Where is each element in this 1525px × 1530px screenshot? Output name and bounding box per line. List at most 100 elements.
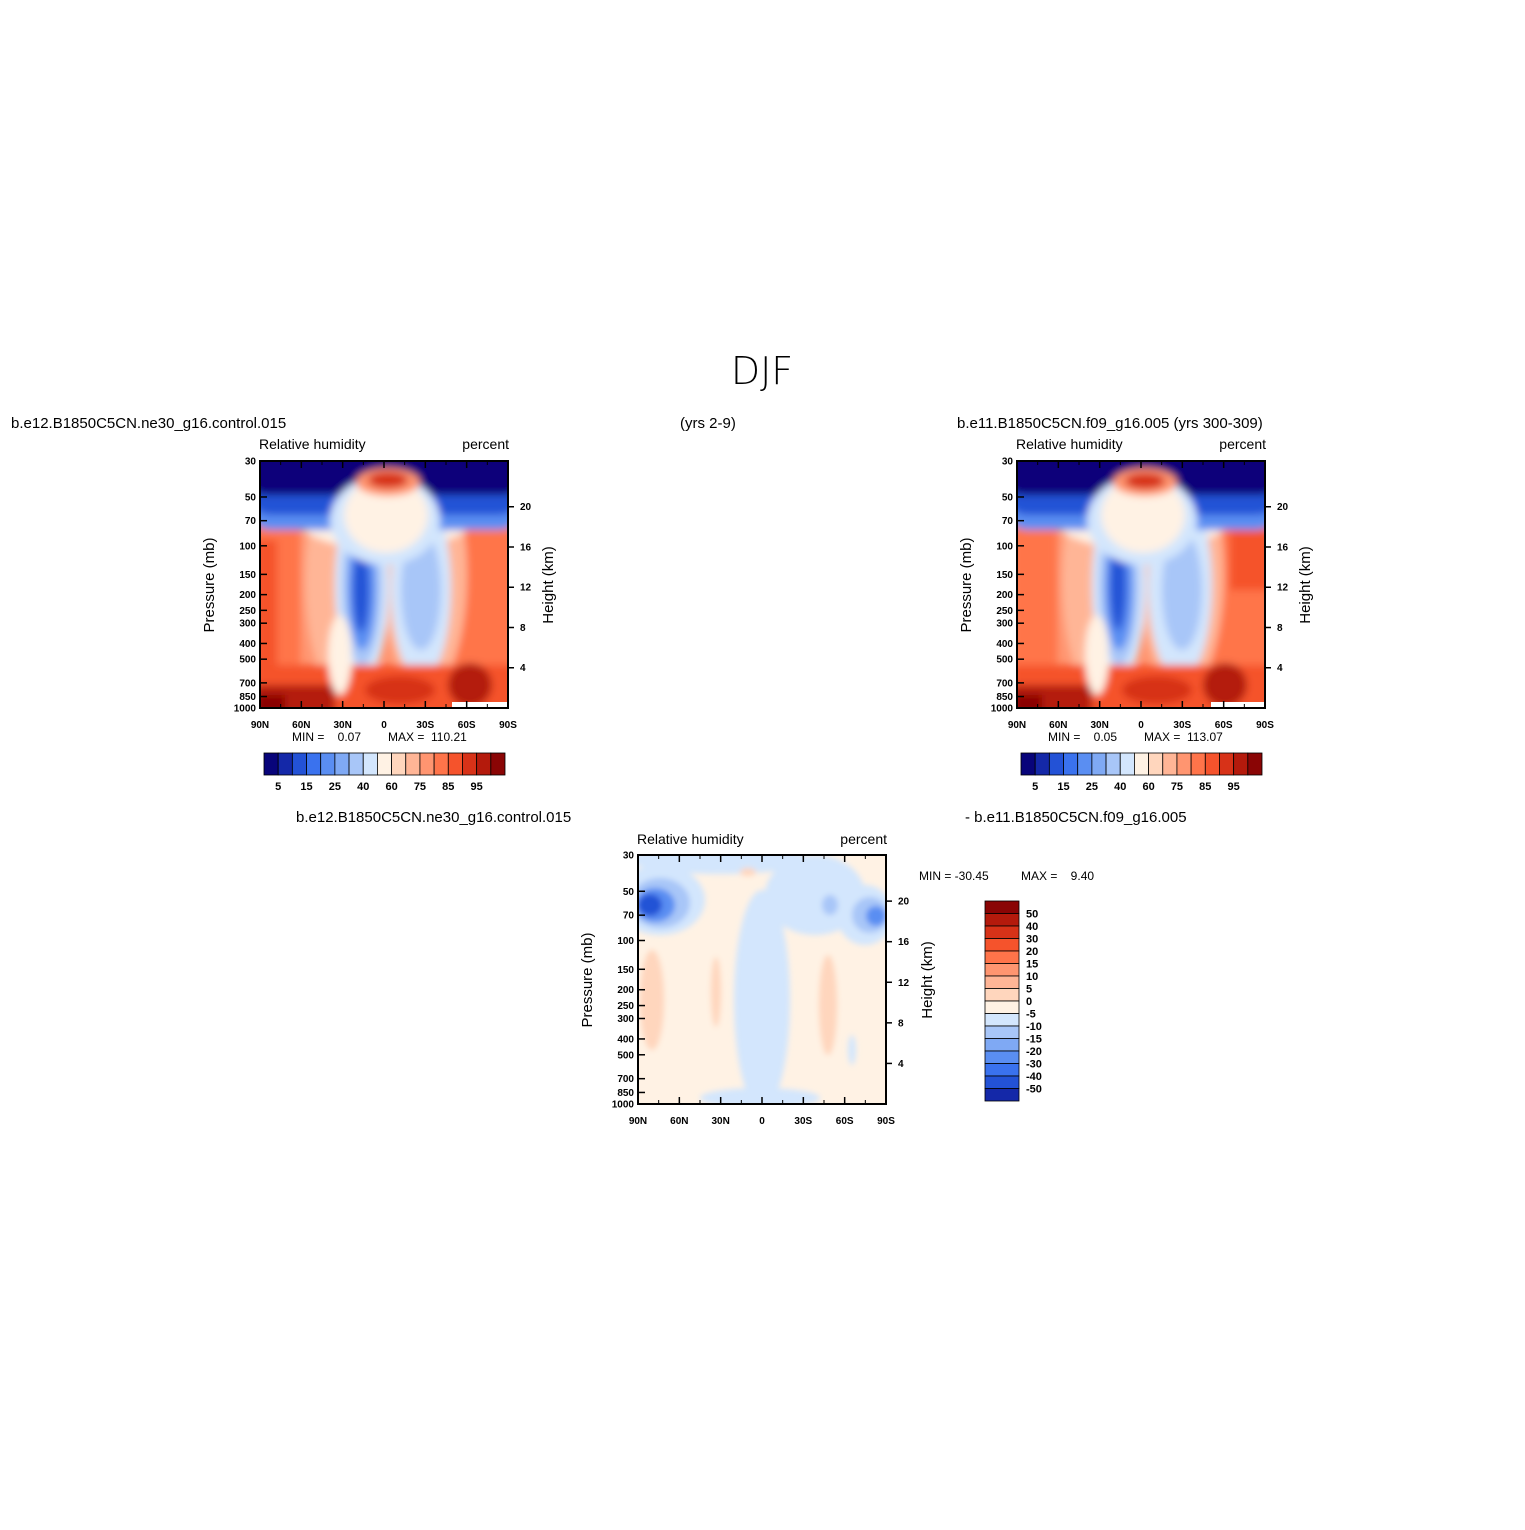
colorbar-box <box>984 1088 1020 1102</box>
y-right-tick-label: 16 <box>520 542 532 553</box>
panel3-contours <box>638 855 886 1104</box>
x-tick-label: 0 <box>381 720 387 731</box>
colorbar-label: -50 <box>1026 1084 1042 1096</box>
colorbar-box <box>447 752 463 776</box>
y-right-tick-label: 20 <box>520 502 532 513</box>
y-tick-label: 400 <box>239 639 256 650</box>
y-tick-label: 1000 <box>991 704 1014 715</box>
colorbar-box <box>490 752 506 776</box>
y-tick-label: 70 <box>623 911 635 922</box>
panel1-axes: 90N 60N 30N 0 30S 60S 90S 30 50 70 100 150 200 250 300… <box>234 457 532 732</box>
y-tick-label: 30 <box>245 457 257 468</box>
x-tick-label: 90N <box>251 720 269 731</box>
colorbar-label: 5 <box>1032 781 1038 793</box>
panel3-neg-lower-right <box>848 1035 856 1065</box>
colorbar-label: 30 <box>1026 934 1038 946</box>
panel2-boundary-eq <box>1122 676 1192 704</box>
panel1-strat-gap-2 <box>344 477 428 553</box>
colorbar-box <box>334 752 350 776</box>
colorbar-label: 25 <box>329 781 341 793</box>
x-tick-label: 60S <box>836 1116 854 1127</box>
colorbar-box <box>1190 752 1206 776</box>
panel2-colorbar: 5 15 25 40 60 75 85 95 <box>1020 752 1263 793</box>
colorbar-box <box>1020 752 1036 776</box>
panel3-left-label: Relative humidity <box>637 831 744 847</box>
panel2-dry-north-4 <box>1110 540 1126 630</box>
colorbar-label: -20 <box>1026 1046 1042 1058</box>
colorbar-label: 25 <box>1086 781 1098 793</box>
panel2-axes: 90N 60N 30N 0 30S 60S 90S 30 50 70 100 150 200 250 300… <box>991 457 1289 732</box>
y-tick-label: 100 <box>996 541 1013 552</box>
panel1-field <box>260 461 508 708</box>
panel1-ylabel: Pressure (mb) <box>201 537 218 632</box>
colorbar-box <box>1148 752 1164 776</box>
colorbar-box <box>984 1025 1020 1039</box>
panel3-ylabel-right: Height (km) <box>919 941 936 1019</box>
colorbar-label: 50 <box>1026 909 1038 921</box>
panel3-neg-upper-north-4 <box>638 894 662 916</box>
colorbar-box <box>984 950 1020 964</box>
colorbar-box <box>1176 752 1192 776</box>
colorbar-box <box>263 752 279 776</box>
y-tick-label: 700 <box>617 1074 634 1085</box>
colorbar-label: -5 <box>1026 1009 1036 1021</box>
panel2-contours <box>1017 461 1265 708</box>
colorbar-box <box>1077 752 1093 776</box>
case2-label: b.e11.B1850C5CN.f09_g16.005 (yrs 300-309… <box>957 415 1263 432</box>
x-tick-label: 60S <box>458 720 476 731</box>
x-tick-label: 30N <box>333 720 351 731</box>
colorbar-box <box>984 925 1020 939</box>
panel1-missing-data <box>452 702 508 708</box>
colorbar-box <box>984 1013 1020 1027</box>
y-tick-label: 150 <box>996 570 1013 581</box>
panel2-ylabel: Pressure (mb) <box>958 537 975 632</box>
panel2-missing-data <box>1211 702 1265 708</box>
y-right-tick-label: 12 <box>1277 583 1289 594</box>
y-tick-label: 850 <box>239 692 256 703</box>
colorbar-box <box>984 1075 1020 1089</box>
y-tick-label: 70 <box>245 516 257 527</box>
colorbar-label: 95 <box>471 781 483 793</box>
y-tick-label: 200 <box>617 985 634 996</box>
panel2-boundary-low-north <box>1085 615 1109 695</box>
colorbar-box <box>1219 752 1235 776</box>
case1-label: b.e12.B1850C5CN.ne30_g16.control.015 <box>11 415 286 432</box>
panel1-right-label: percent <box>462 436 509 452</box>
panel3-min: MIN = -30.45 <box>919 869 989 883</box>
x-tick-label: 90S <box>1256 720 1274 731</box>
y-tick-label: 1000 <box>612 1100 635 1111</box>
colorbar-label: 60 <box>1142 781 1154 793</box>
y-right-tick-label: 12 <box>520 583 532 594</box>
diff-label-left: b.e12.B1850C5CN.ne30_g16.control.015 <box>296 809 571 826</box>
y-tick-label: 50 <box>1002 492 1014 503</box>
panel3-right-label: percent <box>840 831 887 847</box>
colorbar-box <box>476 752 492 776</box>
y-tick-label: 250 <box>239 606 256 617</box>
colorbar-box <box>1247 752 1263 776</box>
y-right-tick-label: 4 <box>898 1059 904 1070</box>
y-right-tick-label: 8 <box>1277 623 1283 634</box>
panel1-dry-south-2 <box>401 530 441 650</box>
colorbar-label: 0 <box>1026 996 1032 1008</box>
y-tick-label: 300 <box>996 619 1013 630</box>
y-tick-label: 100 <box>239 541 256 552</box>
y-tick-label: 300 <box>239 619 256 630</box>
panel2-right-label: percent <box>1219 436 1266 452</box>
x-tick-label: 30N <box>711 1116 729 1127</box>
colorbar-box <box>291 752 307 776</box>
panel3-neg-upper-south-3 <box>866 906 886 926</box>
panel3-plot: 90N 60N 30N 0 30S 60S 90S305070100150200250300… <box>579 831 1094 1127</box>
y-right-tick-label: 12 <box>898 978 910 989</box>
panel3-neg-upper-sh-small <box>822 895 838 915</box>
panel2-min: MIN = 0.05 <box>1048 730 1117 744</box>
panel1-boundary-low-north <box>328 615 352 695</box>
panel2-ylabel-right: Height (km) <box>1297 546 1314 624</box>
y-right-tick-label: 20 <box>898 897 910 908</box>
panel2-left-label: Relative humidity <box>1016 436 1123 452</box>
y-tick-label: 250 <box>996 606 1013 617</box>
colorbar-box <box>984 900 1020 914</box>
colorbar-label: 40 <box>1114 781 1126 793</box>
x-tick-label: 60S <box>1215 720 1233 731</box>
y-tick-label: 150 <box>239 570 256 581</box>
y-tick-label: 850 <box>996 692 1013 703</box>
